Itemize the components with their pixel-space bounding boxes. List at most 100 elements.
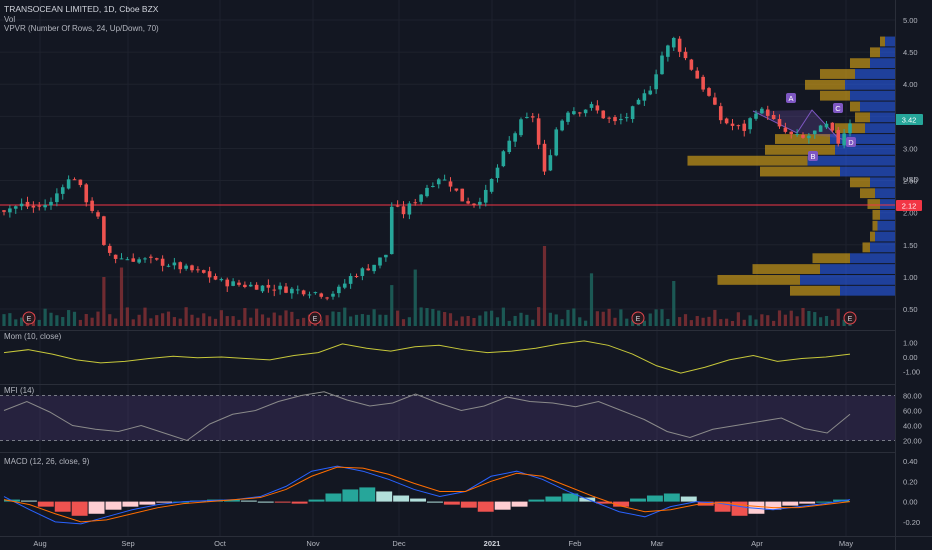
volume-bar — [102, 276, 106, 326]
vpvr-down-bar — [687, 155, 808, 166]
candle-body — [454, 188, 459, 191]
volume-bar — [513, 315, 517, 326]
candle-body — [536, 118, 541, 145]
volume-bar — [619, 309, 623, 326]
candle-body — [442, 179, 447, 181]
candle-body — [472, 203, 476, 205]
candle-body — [378, 257, 382, 266]
volume-bar — [213, 318, 218, 326]
candle-body — [43, 204, 47, 208]
macd-histogram-bar — [105, 501, 122, 510]
candle-body — [342, 283, 347, 288]
vpvr-up-bar — [865, 123, 895, 134]
candle-body — [607, 117, 611, 119]
volume-bar — [736, 312, 740, 326]
macd-histogram-bar — [37, 501, 54, 507]
candle-body — [478, 201, 482, 205]
volume-bar — [14, 319, 18, 326]
candle-body — [337, 286, 341, 294]
candle-body — [207, 271, 212, 278]
volume-bar — [378, 314, 382, 326]
time-axis[interactable]: Aug Sep Oct Nov Dec 2021 Feb Mar Apr May — [33, 539, 853, 548]
candle-body — [689, 59, 694, 70]
candle-body — [577, 112, 582, 114]
vpvr-down-bar — [850, 58, 870, 69]
volume-bar — [466, 315, 470, 326]
volume-bar — [2, 314, 6, 326]
volume-bar — [131, 319, 135, 326]
volume-bar — [219, 310, 223, 326]
time-axis-label: Apr — [751, 539, 763, 548]
volume-bar — [719, 319, 723, 326]
volume-bar — [149, 318, 153, 326]
volume-bar — [396, 310, 400, 326]
candle-body — [401, 206, 406, 215]
volume-bar — [249, 317, 253, 326]
candle-body — [31, 205, 36, 208]
candle-body — [742, 123, 747, 131]
candle-body — [848, 123, 852, 134]
vpvr-up-bar — [880, 47, 895, 58]
volume-bar — [319, 320, 323, 326]
mfi-pane[interactable]: 80.00 60.00 40.00 20.00 — [0, 391, 922, 446]
candle-body — [448, 181, 453, 187]
volume-bar — [654, 309, 658, 326]
volume-bar — [184, 307, 188, 326]
mom-label: Mom (10, close) — [4, 332, 62, 341]
vpvr-up-bar — [840, 166, 895, 177]
macd-pane[interactable]: 0.40 0.20 0.00 -0.20 — [3, 457, 920, 527]
volume-bar — [284, 310, 288, 326]
candle-body — [389, 206, 394, 255]
candle-body — [260, 285, 265, 292]
mfi-label: MFI (14) — [4, 386, 35, 395]
candle-body — [801, 134, 805, 138]
candle-body — [113, 254, 118, 259]
candle-body — [325, 297, 329, 299]
candle-body — [519, 119, 523, 136]
volume-bar — [337, 311, 341, 326]
vpvr-up-bar — [880, 209, 895, 220]
volume-bar — [701, 317, 705, 326]
candle-body — [718, 106, 723, 121]
macd-histogram-bar — [122, 501, 139, 507]
volume-bar — [566, 309, 570, 326]
candle-body — [319, 293, 324, 297]
earnings-marker-label: E — [636, 316, 641, 323]
price-tick-label: 4.00 — [903, 80, 918, 89]
candle-body — [783, 127, 788, 132]
volume-bar — [689, 320, 693, 326]
candle-body — [372, 264, 376, 272]
time-axis-label: Oct — [214, 539, 227, 548]
price-tick-label: 3.00 — [903, 144, 918, 153]
earnings-marker-label: E — [313, 316, 318, 323]
candle-body — [566, 112, 570, 122]
price-tick-label: 1.00 — [903, 273, 918, 282]
volume-bar — [443, 312, 447, 326]
candle-body — [554, 129, 559, 156]
volume-bar — [384, 314, 388, 326]
volume-bar — [84, 314, 88, 326]
volume-bar — [713, 309, 717, 326]
candles — [2, 36, 852, 301]
earnings-marker-icon — [631, 311, 645, 325]
candle-body — [807, 135, 811, 139]
macd-histogram-bar — [427, 501, 443, 503]
price-pane[interactable]: A B C D E E E E — [0, 36, 895, 326]
macd-histogram-bar — [748, 501, 765, 514]
volume-bar — [648, 313, 652, 326]
volume-bar — [772, 320, 776, 326]
volume-bar — [431, 308, 435, 326]
mfi-tick-label: 80.00 — [903, 392, 922, 401]
candle-body — [548, 155, 553, 171]
candle-body — [765, 109, 770, 116]
candle-body — [243, 284, 247, 288]
volume-bar — [43, 308, 47, 326]
candle-body — [348, 276, 353, 284]
volume-bar — [554, 314, 558, 326]
volume-bar — [507, 320, 511, 326]
momentum-pane[interactable]: 1.00 0.00 -1.00 — [3, 338, 920, 377]
volume-bar — [266, 317, 270, 326]
pattern-letter-box — [833, 103, 843, 113]
